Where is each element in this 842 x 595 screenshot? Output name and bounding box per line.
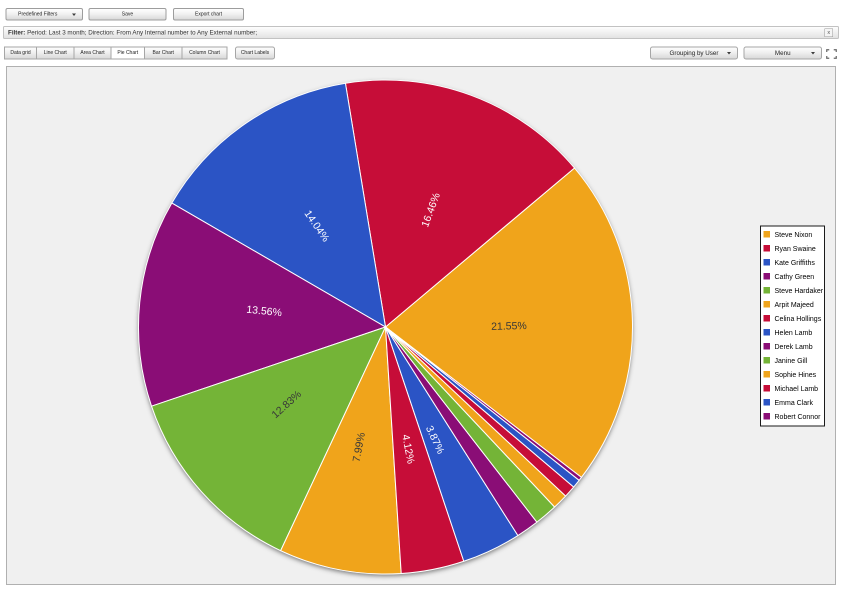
svg-text:13.56%: 13.56%: [246, 304, 283, 319]
svg-text:21.55%: 21.55%: [491, 320, 527, 333]
svg-text:7.99%: 7.99%: [351, 432, 368, 463]
svg-text:4.12%: 4.12%: [399, 433, 417, 465]
